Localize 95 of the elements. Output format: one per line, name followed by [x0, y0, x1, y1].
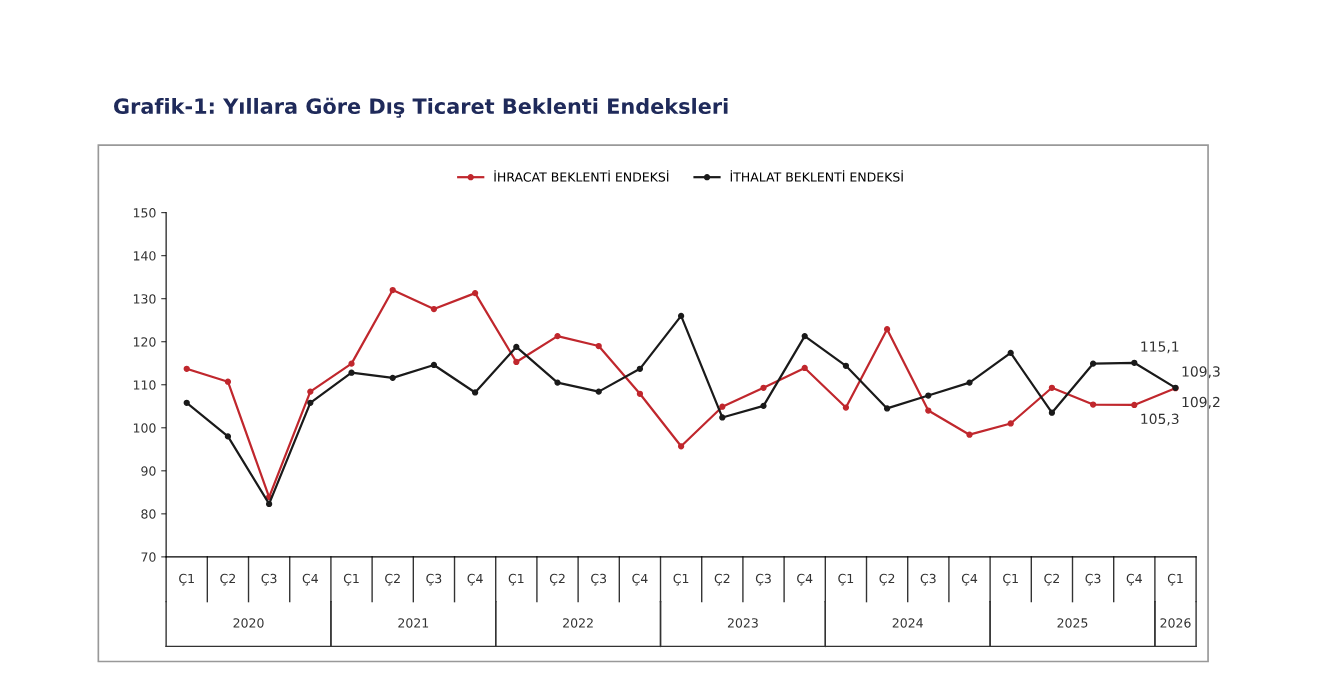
point	[471, 289, 479, 297]
x-tick-label: Ç4	[797, 573, 813, 586]
y-tick-label: 90	[141, 466, 156, 476]
point	[719, 414, 726, 421]
x-tick-label: Ç2	[385, 573, 400, 586]
text: 2020	[233, 618, 264, 628]
y-tick-label: 100	[133, 423, 156, 433]
data-label: 105,3	[1141, 413, 1179, 426]
point	[842, 404, 850, 411]
text: 2023	[727, 618, 758, 628]
point	[966, 431, 973, 438]
point	[1089, 401, 1097, 408]
data-label: 109,2	[1182, 396, 1220, 409]
x-tick-label: Ç2	[549, 573, 565, 586]
point	[183, 399, 190, 406]
y-tick-label: 110	[133, 380, 156, 390]
point	[1131, 359, 1138, 366]
point	[348, 369, 355, 376]
point	[801, 364, 808, 372]
point	[389, 286, 396, 294]
point	[554, 332, 561, 340]
point	[595, 388, 602, 395]
point	[1048, 409, 1056, 416]
point	[760, 402, 767, 409]
point	[677, 443, 685, 450]
text: 2022	[563, 618, 593, 628]
point	[348, 360, 355, 367]
point	[307, 399, 314, 406]
x-tick-label: Ç1	[673, 573, 689, 586]
x-tick-label: Ç2	[879, 573, 895, 586]
x-tick-label: Ç1	[508, 573, 524, 586]
x-tick-label: Ç3	[591, 573, 607, 586]
point	[554, 379, 561, 386]
y-tick-label: 70	[141, 552, 156, 562]
text: 2026	[1160, 618, 1191, 628]
legend-label: İHRACAT BEKLENTİ ENDEKSİ	[494, 170, 669, 182]
y-tick-label: 80	[141, 509, 156, 519]
point	[471, 389, 479, 396]
point	[595, 342, 602, 350]
x-tick-label: Ç4	[632, 573, 648, 586]
text: 2021	[398, 618, 429, 628]
x-tick-label: Ç1	[1167, 573, 1183, 586]
point	[677, 312, 685, 320]
point	[265, 500, 273, 508]
point	[1131, 401, 1138, 409]
x-tick-label: Ç2	[714, 573, 730, 586]
x-tick-label: Ç2	[1044, 573, 1059, 586]
point	[389, 374, 396, 381]
y-tick-label: 130	[133, 294, 156, 304]
text: 2024	[892, 618, 923, 628]
point	[1048, 384, 1056, 391]
x-tick-label: Ç1	[1003, 573, 1018, 586]
chart-title: Grafik-1: Yıllara Göre Dış Ticaret Beklenti Endeksleri	[114, 97, 728, 118]
point	[719, 403, 726, 410]
x-tick-label: Ç2	[220, 573, 236, 586]
point	[966, 379, 973, 386]
point	[925, 407, 932, 414]
point	[801, 332, 808, 340]
point	[842, 362, 850, 369]
x-tick-label: Ç1	[838, 573, 854, 586]
point	[760, 384, 767, 391]
point	[925, 392, 932, 399]
x-tick-label: Ç3	[261, 573, 277, 586]
point	[513, 358, 520, 366]
data-label: 115,1	[1141, 341, 1179, 354]
x-tick-label: Ç3	[1085, 573, 1101, 586]
point	[183, 365, 190, 372]
point	[636, 365, 644, 372]
x-tick-label: Ç3	[920, 573, 936, 586]
point	[1007, 420, 1014, 427]
y-tick-label: 150	[133, 208, 156, 218]
x-tick-label: Ç4	[302, 573, 318, 586]
text: 2025	[1057, 618, 1088, 628]
y-tick-label: 120	[133, 337, 156, 347]
point	[224, 433, 232, 440]
legend-label: İTHALAT BEKLENTİ ENDEKSİ	[730, 170, 903, 182]
point	[636, 390, 644, 397]
y-tick-label: 140	[133, 251, 156, 261]
point	[307, 388, 314, 395]
x-tick-label: Ç3	[755, 573, 771, 586]
point	[883, 405, 891, 412]
point	[224, 378, 232, 385]
x-tick-label: Ç4	[1126, 573, 1142, 586]
x-tick-label: Ç3	[426, 573, 442, 586]
point	[1007, 349, 1014, 357]
point	[430, 305, 438, 313]
point	[430, 361, 438, 369]
point	[883, 326, 891, 333]
point	[1089, 360, 1097, 367]
x-tick-label: Ç1	[343, 573, 359, 586]
x-tick-label: Ç4	[467, 573, 483, 586]
x-tick-label: Ç1	[179, 573, 194, 586]
data-label: 109,3	[1182, 366, 1220, 379]
point	[513, 343, 520, 351]
x-tick-label: Ç4	[961, 573, 978, 586]
